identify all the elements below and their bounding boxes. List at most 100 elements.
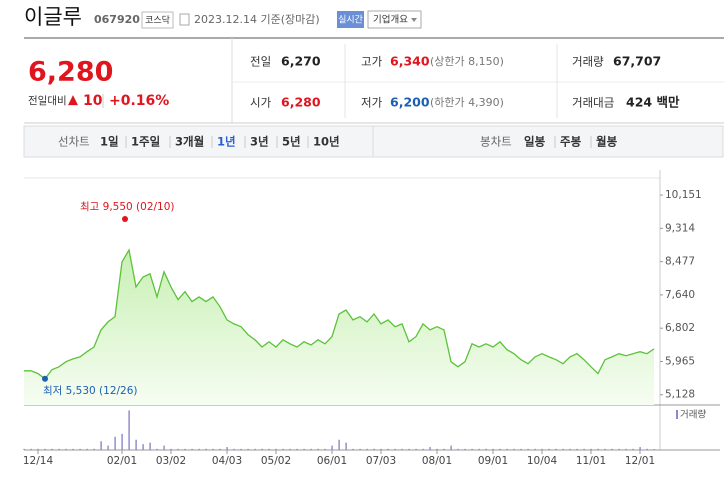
tab[interactable]: 10년 [313,135,340,149]
change-arrow: ▲ [68,93,78,108]
volume-bar [254,448,256,450]
volume-bar [226,447,228,450]
y-tick-label: 7,640 [665,289,695,301]
volume-bar [373,448,375,450]
volume-bar [555,448,557,450]
price-line [24,248,655,380]
realtime[interactable]: 실시간 [338,15,363,26]
volume-bar [415,448,417,450]
tab[interactable]: 월봉 [596,135,618,149]
market: 코스닥 [145,15,170,26]
tab[interactable]: 3년 [250,135,269,149]
volume-bar [387,448,389,450]
volume-bar [366,448,368,450]
volume-bar [72,448,74,450]
volume-bar [184,448,186,450]
volume-bar [478,448,480,450]
x-tick-label: 04/03 [212,455,242,467]
volume-bar [380,448,382,450]
x-tick-label: 02/01 [107,455,137,467]
change-pct: +0.16% [109,93,169,109]
volume-bar [282,448,284,450]
volume-bar [23,448,25,450]
x-tick-label: 12/14 [23,455,54,467]
volume-bar [611,448,613,450]
volume-bar [86,448,88,450]
volume-bar [303,448,305,450]
x-tick-label: 12/01 [625,455,655,467]
y-tick-label: 5,128 [665,389,695,401]
volume-bar [450,445,452,450]
stat-value: 67,707 [613,54,661,69]
volume-bar [149,442,151,450]
stat-label: 시가 [250,96,272,110]
calendar-icon [179,13,190,26]
volume-bar [142,444,144,450]
volume-bar [506,448,508,450]
volume-bar [625,448,627,450]
volume-bar [275,448,277,450]
volume-bar [240,448,242,450]
volume-bar [37,448,39,450]
volume-bar [331,445,333,450]
y-tick-label: 6,802 [665,322,695,334]
y-tick-label: 5,965 [665,355,695,367]
volume-bar [590,448,592,450]
annotation: 최고 9,550 (02/10) [80,201,175,213]
annotation-dot [122,215,128,222]
tab[interactable]: 1주일 [131,135,160,149]
tab[interactable]: 일봉 [524,135,546,149]
stat-extra: (하한가 4,390) [430,95,504,109]
volume-bar [135,439,137,450]
dropdown-arrow [411,18,417,22]
volume-bar [219,448,221,450]
volume-bar [464,448,466,450]
volume-bar [51,448,53,450]
volume-bar [79,448,81,450]
volume-bar [156,448,158,450]
tab[interactable]: 주봉 [560,135,582,149]
stock-code: 067920 [94,13,140,26]
volume-bar [443,448,445,450]
stat-label: 거래대금 [572,96,614,110]
volume-bar [583,448,585,450]
volume-bar [499,448,501,450]
tab[interactable]: 1일 [100,135,119,149]
tab[interactable]: 3개월 [175,135,204,149]
company-info-button[interactable] [367,10,422,29]
volume-bar [44,448,46,450]
tab[interactable]: 5년 [282,135,301,149]
volume-bar [618,448,620,450]
volume-bar [65,448,67,450]
volume-bar [324,448,326,450]
x-tick-label: 10/04 [527,455,558,467]
volume-bar [429,447,431,450]
stat-value: 6,280 [281,95,321,110]
stat-label: 저가 [361,96,383,110]
volume-bar [261,448,263,450]
volume-bar [345,442,347,450]
volume-bar [394,448,396,450]
tab[interactable]: 1년 [217,135,236,149]
change-label: 전일대비 [28,94,67,107]
candle-chart-label: 봉차트 [480,135,512,149]
price-area [24,250,654,405]
volume-bar [359,448,361,450]
stat-label: 전일 [250,55,271,69]
volume-bar [30,448,32,450]
volume-bar [352,448,354,450]
stat-extra: (상한가 8,150) [430,55,504,68]
volume-bar [170,448,172,450]
volume-bar [338,439,340,450]
volume-bar [289,448,291,450]
volume-bar [534,448,536,450]
stat-value: 424 백만 [626,95,680,110]
volume-bar [317,448,319,450]
realtime-button[interactable] [337,11,364,28]
company-info[interactable]: 기업개요 [373,14,408,26]
x-tick-label: 08/01 [422,455,452,467]
volume-bar [548,448,550,450]
stat-value: 6,340 [390,54,430,69]
volume-bar [513,448,515,450]
